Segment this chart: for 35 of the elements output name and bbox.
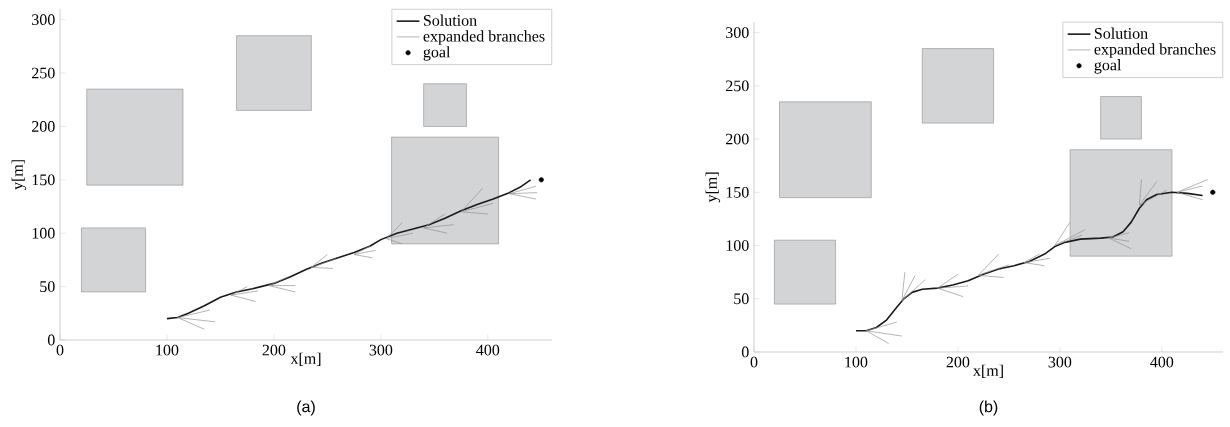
text: (b) (979, 400, 998, 416)
legend-label: goal (423, 46, 451, 61)
legend-label: Solution (1094, 27, 1148, 39)
x-tick-label: 100 (156, 344, 179, 356)
y-tick-label: 300 (32, 14, 55, 26)
y-tick-label: 250 (726, 80, 749, 92)
y-tick-label: 100 (32, 227, 55, 239)
x-tick-label: 300 (1048, 356, 1072, 368)
legend-label: goal (1094, 59, 1122, 74)
text: (a) (297, 400, 315, 416)
x-tick-label: 0 (750, 356, 758, 368)
y-tick-label: 300 (726, 27, 749, 39)
y-tick-label: 200 (726, 133, 749, 145)
x-tick-label: 200 (262, 344, 286, 356)
legend-label: expanded branches (423, 30, 545, 45)
x-axis-title: x[m] (290, 352, 321, 366)
y-tick-label: 50 (734, 293, 749, 305)
x-tick-label: 100 (845, 356, 868, 368)
y-tick-label: 200 (32, 121, 55, 132)
y-tick-label: 100 (726, 240, 749, 251)
y-tick-label: 0 (47, 334, 55, 346)
legend-label: Solution (423, 14, 477, 26)
x-tick-label: 400 (1150, 356, 1174, 368)
y-tick-label: 50 (40, 281, 55, 292)
y-tick-label: 150 (32, 174, 55, 186)
x-tick-label: 200 (946, 356, 970, 368)
y-axis-title: y[m] (11, 160, 27, 190)
x-tick-label: 300 (369, 344, 393, 356)
y-tick-label: 250 (32, 67, 55, 79)
y-tick-label: 150 (726, 186, 749, 198)
y-axis-title: y[m] (705, 172, 721, 203)
legend-label: expanded branches (1094, 43, 1216, 58)
x-axis-title: x[m] (973, 364, 1003, 378)
x-tick-label: 0 (56, 344, 64, 356)
x-tick-label: 400 (476, 344, 500, 356)
